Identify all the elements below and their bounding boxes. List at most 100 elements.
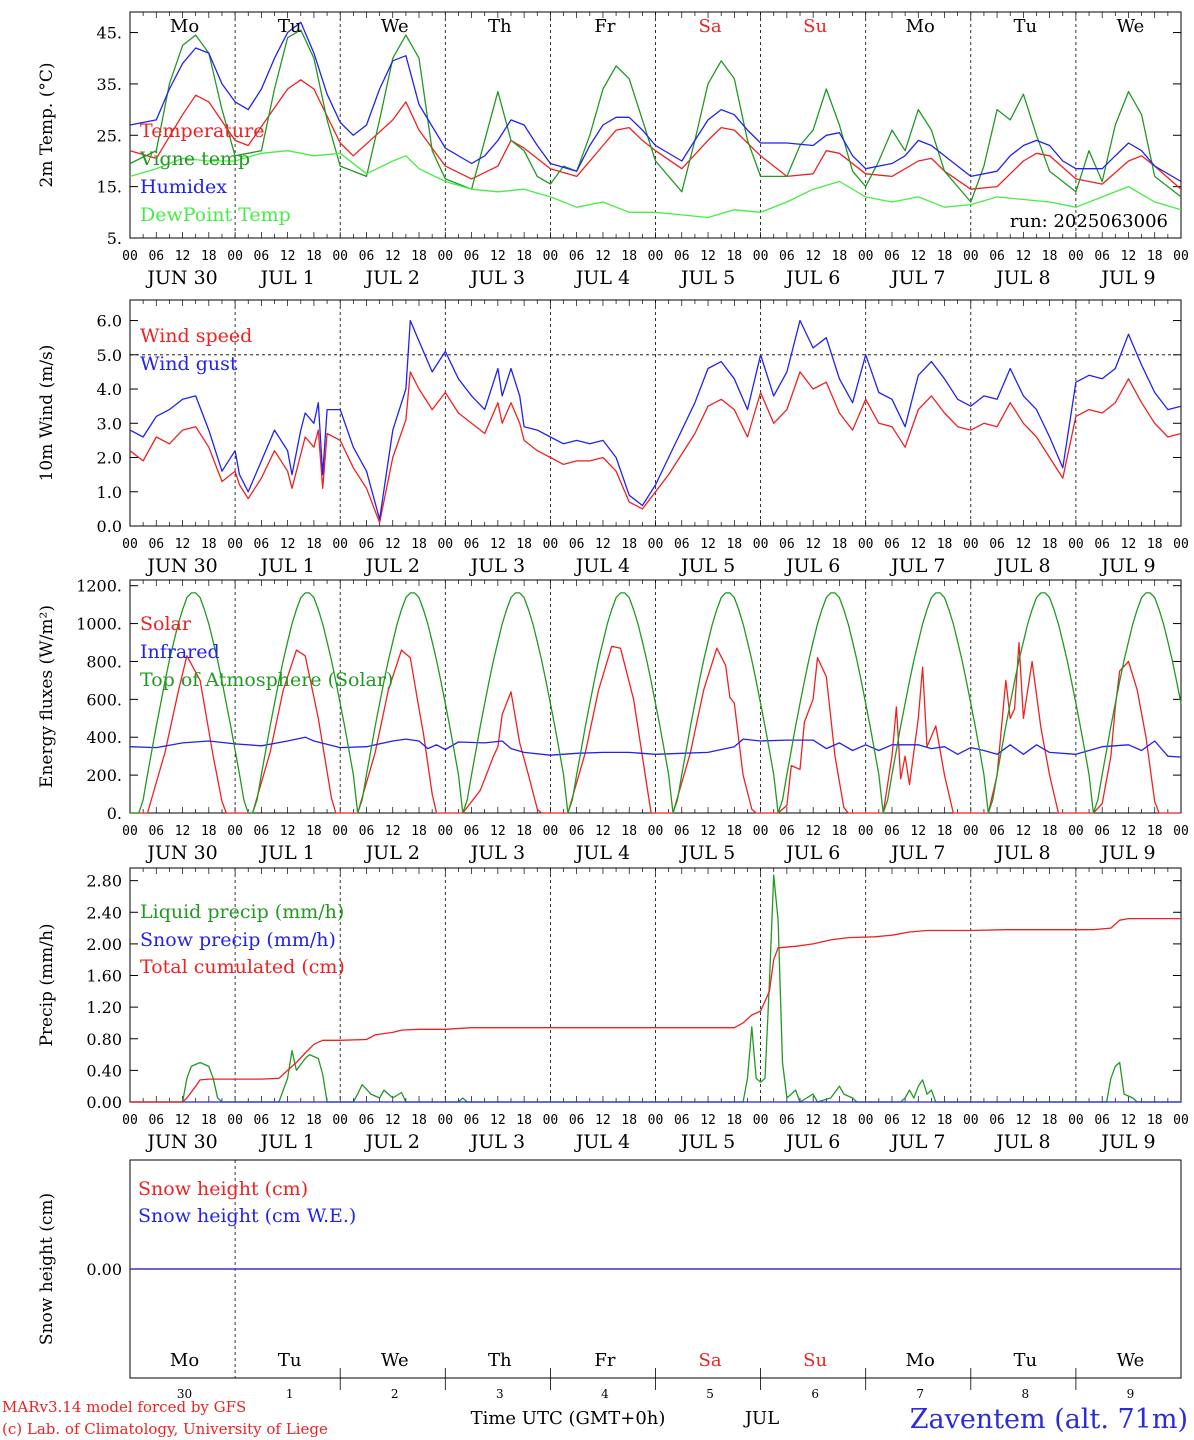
hour-tick-label: 06 bbox=[464, 1113, 480, 1128]
date-label: JUN 30 bbox=[145, 1131, 217, 1153]
day-number-label: 30 bbox=[177, 1387, 192, 1401]
hour-tick-label: 18 bbox=[306, 537, 322, 552]
hour-tick-label: 18 bbox=[726, 537, 742, 552]
day-number-label: 5 bbox=[706, 1387, 714, 1401]
date-label: JUL 3 bbox=[469, 1131, 525, 1153]
y-tick-label: 2.00 bbox=[86, 935, 122, 954]
hour-tick-label: 18 bbox=[937, 249, 953, 264]
hour-tick-label: 18 bbox=[726, 824, 742, 839]
hour-tick-label: 06 bbox=[359, 824, 375, 839]
hour-tick-label: 00 bbox=[963, 1113, 979, 1128]
hour-tick-label: 12 bbox=[1016, 1113, 1032, 1128]
y-tick-label: 1.0 bbox=[97, 483, 122, 502]
hour-tick-label: 06 bbox=[569, 249, 585, 264]
date-label: JUN 30 bbox=[145, 267, 217, 289]
y-tick-label: 1.20 bbox=[86, 998, 122, 1017]
date-label: JUL 2 bbox=[364, 1131, 420, 1153]
y-tick-label: 0.40 bbox=[86, 1061, 122, 1080]
y-tick-label: 1000. bbox=[76, 615, 122, 634]
hour-tick-label: 12 bbox=[490, 1113, 506, 1128]
hour-tick-label: 12 bbox=[1016, 249, 1032, 264]
y-tick-label: 6.0 bbox=[97, 312, 122, 331]
day-name-label: Mo bbox=[906, 16, 935, 37]
hour-tick-label: 18 bbox=[516, 1113, 532, 1128]
hour-tick-label: 00 bbox=[753, 1113, 769, 1128]
series-line-energy-2 bbox=[130, 592, 1182, 814]
date-label: JUL 5 bbox=[679, 555, 735, 577]
date-label: JUL 4 bbox=[574, 267, 630, 289]
hour-tick-label: 06 bbox=[779, 824, 795, 839]
hour-tick-label: 12 bbox=[805, 249, 821, 264]
hour-tick-label: 18 bbox=[1147, 824, 1163, 839]
hour-tick-label: 12 bbox=[1121, 1113, 1137, 1128]
hour-tick-label: 00 bbox=[227, 249, 243, 264]
hour-tick-label: 00 bbox=[1173, 537, 1189, 552]
series-line-wind-1 bbox=[129, 319, 1182, 520]
hour-tick-label: 00 bbox=[332, 1113, 348, 1128]
hour-tick-label: 18 bbox=[411, 1113, 427, 1128]
hour-tick-label: 18 bbox=[832, 1113, 848, 1128]
hour-tick-label: 12 bbox=[1121, 249, 1137, 264]
day-number-label: 4 bbox=[601, 1387, 609, 1401]
hour-tick-label: 12 bbox=[385, 249, 401, 264]
hour-tick-label: 00 bbox=[963, 249, 979, 264]
hour-tick-label: 06 bbox=[884, 249, 900, 264]
hour-tick-label: 12 bbox=[910, 1113, 926, 1128]
hour-tick-label: 00 bbox=[753, 537, 769, 552]
hour-tick-label: 12 bbox=[385, 537, 401, 552]
panel-wind: 0.0 1.0 2.0 3.0 4.0 5.0 6.0 10m Wind (m/s) Wind … bbox=[37, 299, 1189, 577]
hour-tick-label: 18 bbox=[937, 824, 953, 839]
hour-tick-label: 00 bbox=[437, 824, 453, 839]
hour-tick-label: 06 bbox=[148, 249, 164, 264]
legend-entry: DewPoint Temp bbox=[140, 204, 291, 226]
day-name-label: Mo bbox=[170, 16, 199, 37]
y-axis-label: 10m Wind (m/s) bbox=[37, 345, 57, 482]
date-label: JUL 1 bbox=[258, 842, 314, 864]
hour-tick-label: 12 bbox=[910, 537, 926, 552]
hour-tick-label: 00 bbox=[858, 824, 874, 839]
hour-tick-label: 00 bbox=[332, 824, 348, 839]
y-tick-label: 3.0 bbox=[97, 414, 122, 433]
hour-tick-label: 12 bbox=[910, 824, 926, 839]
hour-tick-label: 12 bbox=[1016, 537, 1032, 552]
hour-tick-label: 06 bbox=[569, 537, 585, 552]
date-label: JUL 6 bbox=[784, 267, 840, 289]
legend-entry: Wind gust bbox=[140, 353, 238, 375]
hour-tick-label: 06 bbox=[674, 824, 690, 839]
hour-tick-label: 00 bbox=[122, 824, 138, 839]
day-name-label: Su bbox=[803, 1350, 827, 1371]
date-label: JUL 5 bbox=[679, 267, 735, 289]
hour-tick-label: 18 bbox=[832, 249, 848, 264]
hour-tick-label: 06 bbox=[989, 537, 1005, 552]
hour-tick-label: 06 bbox=[148, 1113, 164, 1128]
hour-tick-label: 18 bbox=[832, 537, 848, 552]
date-label: JUL 6 bbox=[784, 1131, 840, 1153]
hour-tick-label: 12 bbox=[490, 537, 506, 552]
y-tick-label: 200. bbox=[86, 766, 122, 785]
hour-tick-label: 00 bbox=[648, 537, 664, 552]
hour-tick-label: 18 bbox=[411, 249, 427, 264]
day-number-label: 3 bbox=[496, 1387, 504, 1401]
hour-tick-label: 18 bbox=[1147, 1113, 1163, 1128]
hour-tick-label: 00 bbox=[543, 537, 559, 552]
day-name-label: Tu bbox=[1014, 16, 1038, 37]
hour-tick-label: 00 bbox=[227, 1113, 243, 1128]
legend-entry: Liquid precip (mm/h) bbox=[140, 901, 344, 923]
hour-tick-label: 00 bbox=[963, 824, 979, 839]
date-label: JUL 1 bbox=[258, 267, 314, 289]
hour-tick-label: 06 bbox=[254, 537, 270, 552]
hour-tick-label: 00 bbox=[753, 249, 769, 264]
hour-tick-label: 00 bbox=[332, 249, 348, 264]
hour-tick-label: 06 bbox=[989, 824, 1005, 839]
date-label: JUL 7 bbox=[889, 1131, 945, 1153]
series-line-temperature-2 bbox=[129, 21, 1182, 183]
y-tick-label: 0.80 bbox=[86, 1030, 122, 1049]
date-label: JUL 9 bbox=[1099, 842, 1155, 864]
hour-tick-label: 00 bbox=[1173, 249, 1189, 264]
panel-energy: 0. 200. 400. 600. 800. 1000. 1200. Energy fluxe… bbox=[37, 577, 1189, 864]
hour-tick-label: 12 bbox=[595, 824, 611, 839]
day-name-label: Sa bbox=[699, 16, 722, 37]
y-tick-label: 400. bbox=[86, 728, 122, 747]
day-name-label: Fr bbox=[594, 16, 615, 37]
